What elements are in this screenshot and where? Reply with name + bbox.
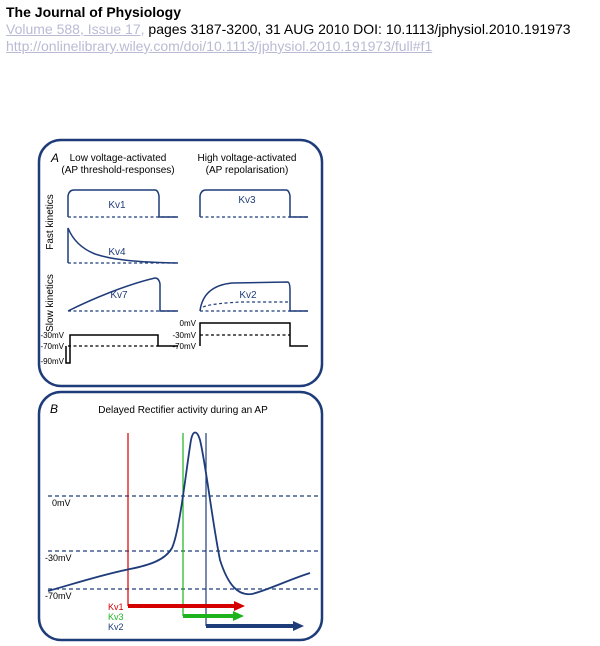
panel-a-frame	[37, 138, 324, 388]
right-protocol-label-a: 0mV	[180, 319, 197, 328]
kv2-current	[199, 281, 308, 312]
citation-line: Volume 588, Issue 17, pages 3187-3200, 3…	[6, 21, 596, 38]
right-voltage-protocol: 0mV -30mV -70mV	[172, 319, 308, 351]
right-protocol-step	[199, 322, 308, 347]
panel-a-letter: A	[50, 151, 59, 165]
right-protocol-label-c: -70mV	[172, 342, 196, 351]
left-protocol-label-a: -30mV	[40, 331, 64, 340]
volume-issue-link[interactable]: Volume 588, Issue 17,	[6, 21, 145, 37]
kv1-current	[67, 189, 178, 218]
label-70mv: -70mV	[45, 591, 72, 601]
kv4-current	[67, 227, 179, 264]
left-protocol-label-c: -90mV	[40, 357, 64, 366]
legend-kv1: Kv1	[108, 602, 124, 612]
col-right-title-1: High voltage-activated	[198, 153, 297, 164]
right-protocol-label-b: -30mV	[172, 331, 196, 340]
panel-b: B Delayed Rectifier activity during an A…	[37, 390, 324, 642]
kv3-label: Kv3	[238, 195, 256, 206]
kv2-arrow	[206, 621, 304, 631]
kv1-arrow	[128, 601, 245, 611]
kv2-label: Kv2	[239, 290, 257, 301]
panel-b-title: Delayed Rectifier activity during an AP	[98, 405, 268, 416]
citation-details: pages 3187-3200, 31 AUG 2010 DOI: 10.111…	[144, 21, 571, 37]
trace-kv7: Kv7	[67, 277, 178, 312]
row-slow-label: Slow kinetics	[45, 274, 56, 332]
kv7-current	[67, 277, 178, 312]
trace-kv1: Kv1	[67, 189, 178, 218]
article-url-link[interactable]: http://onlinelibrary.wiley.com/doi/10.11…	[6, 38, 433, 54]
kv2-arrow-head	[293, 621, 304, 631]
legend-kv2: Kv2	[108, 622, 124, 632]
kv2-dashed-current	[202, 301, 290, 308]
citation-header: The Journal of Physiology Volume 588, Is…	[6, 4, 596, 55]
row-fast-label: Fast kinetics	[45, 194, 56, 250]
kv3-current	[199, 189, 308, 218]
action-potential-trace	[47, 431, 311, 596]
journal-title: The Journal of Physiology	[6, 4, 182, 20]
kv3-arrow	[183, 611, 244, 621]
legend-kv3: Kv3	[108, 612, 124, 622]
label-30mv: -30mV	[45, 553, 72, 563]
col-left-title-2: (AP threshold-responses)	[61, 165, 174, 176]
panel-a: A Low voltage-activated (AP threshold-re…	[37, 138, 324, 388]
kv3-arrow-head	[233, 611, 244, 621]
col-left-title-1: Low voltage-activated	[70, 153, 167, 164]
left-protocol-label-b: -70mV	[40, 342, 64, 351]
panel-b-letter: B	[50, 402, 58, 416]
trace-kv3: Kv3	[199, 189, 308, 218]
kv4-label: Kv4	[108, 247, 126, 258]
col-right-title-2: (AP repolarisation)	[206, 165, 289, 176]
trace-kv4: Kv4	[67, 227, 179, 264]
kv7-label: Kv7	[110, 290, 128, 301]
kv1-arrow-head	[234, 601, 245, 611]
kv1-label: Kv1	[108, 200, 126, 211]
left-voltage-protocol: -30mV -70mV -90mV	[40, 331, 178, 366]
label-0mv: 0mV	[52, 498, 71, 508]
trace-kv2: Kv2	[199, 281, 308, 312]
